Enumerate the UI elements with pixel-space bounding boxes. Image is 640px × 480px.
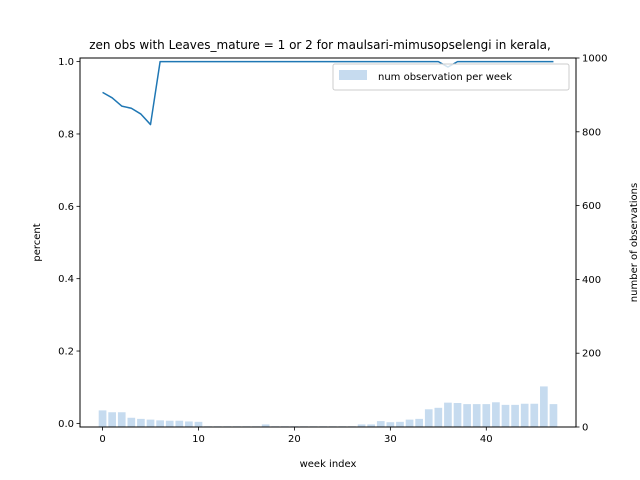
bar	[357, 424, 366, 427]
bar	[98, 410, 107, 427]
bar	[367, 424, 376, 427]
bar	[146, 419, 155, 427]
x-tick-label: 10	[192, 434, 205, 445]
bar	[117, 412, 126, 427]
bar	[492, 402, 500, 427]
x-tick-label: 30	[384, 434, 397, 445]
legend-frame	[332, 63, 570, 91]
bar	[482, 404, 491, 427]
x-tick-label: 0	[99, 434, 105, 445]
bar	[463, 404, 471, 427]
line-series-layer	[102, 60, 554, 126]
bar	[405, 419, 414, 427]
right-y-tick-label: 600	[582, 201, 601, 212]
bar	[472, 404, 481, 427]
bar	[376, 421, 385, 427]
plot-frame	[79, 57, 577, 428]
bar	[194, 421, 203, 427]
x-axis-label: week index	[300, 459, 357, 470]
right-y-tick-label: 0	[582, 423, 588, 434]
left-y-axis-ticks: 0.0 0.2 0.4 0.6 0.8 1.0	[58, 57, 80, 430]
legend-swatch	[339, 70, 367, 80]
left-y-tick-label: 1.0	[58, 57, 74, 68]
bar	[511, 404, 519, 427]
bar	[108, 412, 116, 427]
left-y-tick-label: 0.0	[58, 419, 74, 430]
left-y-tick-label: 0.2	[58, 347, 74, 358]
right-y-axis-label: number of observations	[629, 183, 640, 302]
bar	[453, 403, 462, 427]
bar	[175, 420, 184, 427]
bar	[520, 403, 529, 427]
left-y-tick-label: 0.8	[58, 129, 74, 140]
bar	[165, 420, 174, 427]
bar	[424, 409, 433, 427]
bar	[156, 420, 164, 427]
bar	[540, 386, 548, 427]
x-tick-label: 40	[480, 434, 493, 445]
legend: num observation per week	[332, 63, 570, 91]
right-y-tick-label: 400	[582, 275, 601, 286]
right-y-tick-label: 200	[582, 349, 601, 360]
left-y-tick-label: 0.6	[58, 202, 74, 213]
right-y-tick-label: 800	[582, 127, 601, 138]
bar	[530, 403, 539, 427]
bar	[549, 404, 558, 427]
bar	[501, 404, 510, 427]
bar	[434, 407, 443, 427]
bar-series	[98, 386, 558, 427]
bar	[127, 417, 136, 427]
x-axis-ticks: 0 10 20 30 40	[99, 427, 493, 445]
right-y-axis-ticks: 0 200 400 600 800 1000	[576, 54, 607, 434]
bar	[415, 418, 423, 427]
right-y-tick-label: 1000	[582, 54, 607, 65]
x-tick-label: 20	[288, 434, 301, 445]
bar	[137, 418, 145, 427]
bar	[261, 424, 270, 427]
percent-line	[102, 60, 554, 126]
chart-title: zen obs with Leaves_mature = 1 or 2 for …	[89, 38, 551, 52]
bar	[185, 421, 193, 427]
bar	[444, 402, 452, 427]
bar	[386, 422, 395, 427]
left-y-tick-label: 0.4	[58, 274, 74, 285]
legend-label: num observation per week	[378, 72, 512, 83]
bar	[396, 421, 404, 427]
left-y-axis-label: percent	[32, 223, 43, 261]
